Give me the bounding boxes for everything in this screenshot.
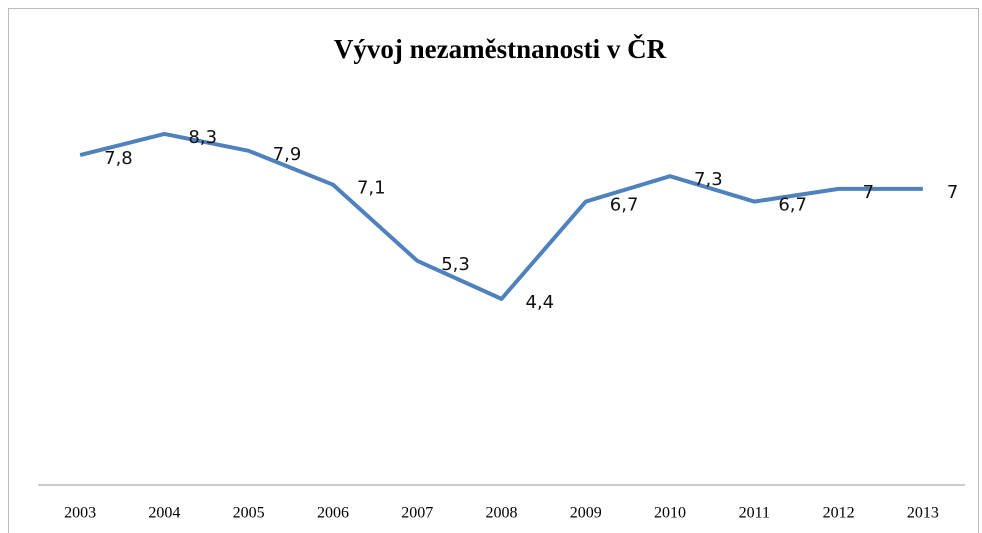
data-label: 6,7 xyxy=(610,195,639,216)
data-label: 7,8 xyxy=(104,148,133,169)
data-label: 6,7 xyxy=(778,195,807,216)
data-label: 4,4 xyxy=(526,292,555,313)
x-tick-label: 2004 xyxy=(148,505,180,522)
x-tick-label: 2008 xyxy=(486,505,518,522)
chart-title: Vývoj nezaměstnanosti v ČR xyxy=(334,34,667,64)
x-tick-label: 2009 xyxy=(570,505,602,522)
x-tick-label: 2013 xyxy=(907,505,939,522)
x-tick-label: 2012 xyxy=(823,505,855,522)
x-tick-label: 2007 xyxy=(401,505,433,522)
chart-border xyxy=(8,8,979,533)
x-tick-label: 2010 xyxy=(654,505,686,522)
line-series xyxy=(79,131,923,301)
x-tick-label: 2011 xyxy=(739,505,770,522)
data-label: 7 xyxy=(863,182,874,203)
data-label: 7,3 xyxy=(694,169,723,190)
data-label: 8,3 xyxy=(188,127,217,148)
data-label: 7,9 xyxy=(273,144,302,165)
x-tick-label: 2003 xyxy=(64,505,96,522)
x-tick-label: 2006 xyxy=(317,505,349,522)
x-tick-label: 2005 xyxy=(233,505,265,522)
data-label: 5,3 xyxy=(441,254,470,275)
data-label: 7 xyxy=(947,182,958,203)
data-label: 7,1 xyxy=(357,178,386,199)
